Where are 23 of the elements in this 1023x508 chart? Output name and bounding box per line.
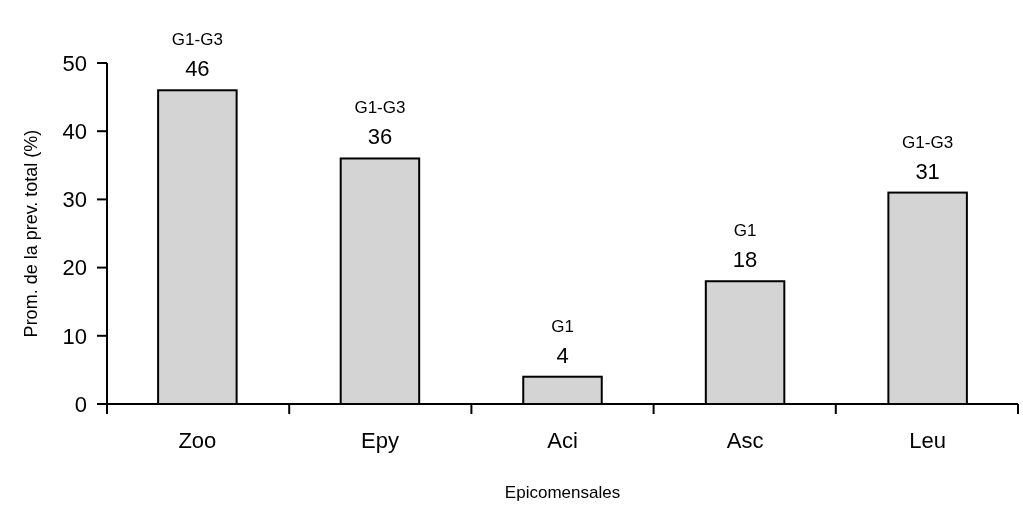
y-axis-title: Prom. de la prev. total (%) (21, 129, 41, 338)
annotation: G1 (551, 316, 574, 336)
x-tick-label: Epy (360, 428, 399, 453)
y-tick-label: 20 (62, 255, 87, 281)
y-tick-label: 40 (62, 118, 87, 144)
y-tick-label: 50 (62, 50, 87, 76)
annotation: G1-G3 (902, 132, 954, 152)
y-tick-label: 10 (62, 323, 87, 349)
x-tick-label: Zoo (178, 428, 217, 453)
y-tick-label: 0 (74, 391, 87, 417)
data-label: 18 (732, 247, 758, 273)
x-tick-label: Aci (547, 428, 578, 453)
y-tick-label: 30 (62, 187, 87, 213)
x-axis-title: Epicomensales (504, 483, 621, 502)
data-label: 4 (556, 342, 569, 368)
data-label: 36 (367, 124, 393, 150)
annotation: G1-G3 (171, 30, 223, 50)
data-label: 31 (915, 158, 940, 184)
annotation: G1-G3 (354, 98, 406, 118)
x-tick-label: Asc (726, 428, 764, 453)
x-tick-label: Leu (909, 428, 946, 453)
annotation: G1 (733, 221, 757, 241)
data-label: 46 (185, 56, 210, 82)
